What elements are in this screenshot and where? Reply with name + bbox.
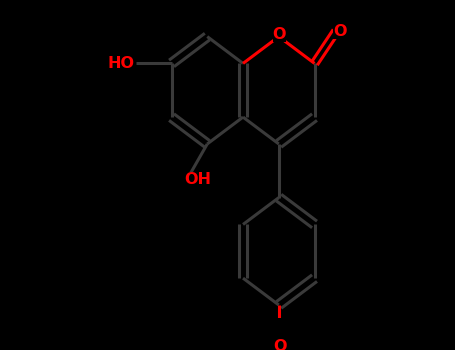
Text: HO: HO — [108, 56, 135, 71]
Text: OH: OH — [184, 172, 211, 187]
Text: O: O — [273, 340, 287, 350]
Text: O: O — [273, 27, 286, 42]
Text: O: O — [334, 24, 347, 39]
